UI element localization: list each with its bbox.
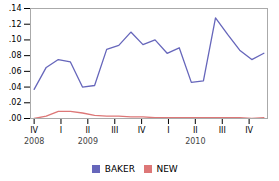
svg-text:III: III: [219, 126, 226, 135]
svg-text:.00: .00: [9, 114, 22, 123]
svg-text:.12: .12: [9, 20, 22, 29]
svg-text:I: I: [60, 126, 62, 135]
html-text:NEW: NEW: [156, 163, 178, 174]
svg-text:2008: 2008: [24, 137, 44, 146]
svg-text:.14: .14: [9, 4, 22, 13]
svg-text:.04: .04: [9, 83, 22, 92]
svg-text:.08: .08: [9, 51, 22, 60]
svg-text:III: III: [111, 126, 118, 135]
svg-text:2010: 2010: [185, 137, 205, 146]
svg-text:I: I: [167, 126, 169, 135]
svg-text:2009: 2009: [78, 137, 98, 146]
svg-text:II: II: [193, 126, 198, 135]
svg-text:.06: .06: [9, 67, 22, 76]
svg-text:IV: IV: [138, 126, 146, 135]
svg-text:.10: .10: [9, 35, 22, 44]
svg-text:IV: IV: [245, 126, 253, 135]
svg-text:.02: .02: [9, 98, 22, 107]
svg-text:II: II: [85, 126, 90, 135]
html-text:BAKER: BAKER: [104, 163, 135, 174]
svg-text:IV: IV: [30, 126, 38, 135]
